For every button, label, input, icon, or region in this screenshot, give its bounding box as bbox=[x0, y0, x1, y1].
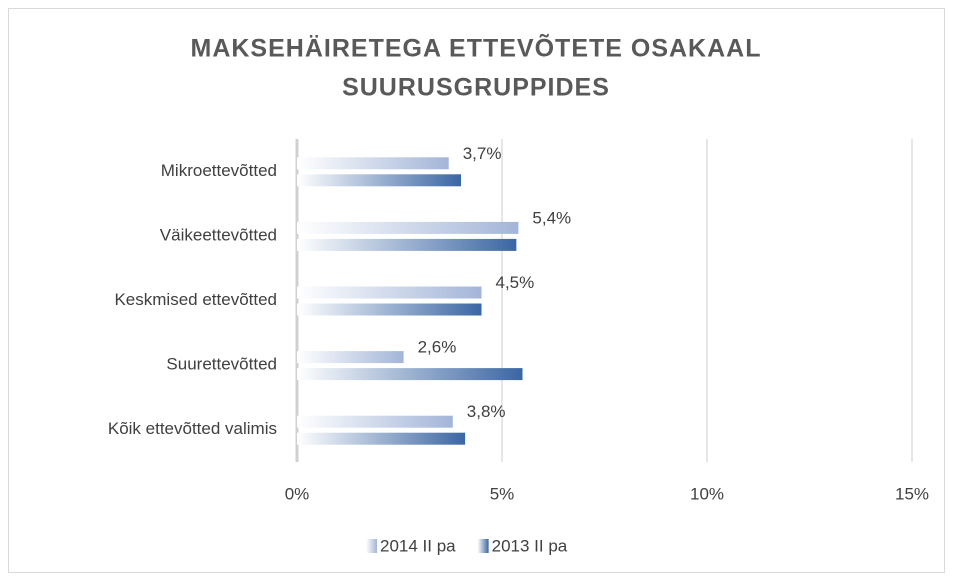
chart-title: SUURUSGRUPPIDES bbox=[342, 74, 610, 102]
chart-title: MAKSEHÄIRETEGA ETTEVÕTETE OSAKAAL bbox=[191, 33, 762, 63]
bar bbox=[297, 351, 404, 364]
data-label: 2,6% bbox=[418, 338, 457, 357]
x-tick-label: 10% bbox=[690, 484, 724, 503]
bar bbox=[297, 238, 517, 251]
y-tick-label: Keskmised ettevõtted bbox=[114, 290, 277, 309]
x-tick-label: 15% bbox=[895, 484, 929, 503]
legend-swatch bbox=[477, 539, 489, 553]
x-tick-label: 5% bbox=[490, 484, 515, 503]
data-label: 4,5% bbox=[496, 273, 535, 292]
bar bbox=[297, 286, 482, 299]
legend-swatch bbox=[366, 539, 377, 553]
data-label: 5,4% bbox=[532, 208, 571, 227]
y-tick-label: Suurettevõtted bbox=[166, 355, 277, 374]
y-tick-label: Mikroettevõtted bbox=[161, 161, 277, 180]
y-tick-label: Väikeettevõtted bbox=[160, 225, 277, 244]
bar bbox=[297, 157, 449, 170]
bar bbox=[297, 415, 453, 428]
bar bbox=[297, 221, 519, 234]
x-tick-label: 0% bbox=[285, 484, 310, 503]
data-label: 3,8% bbox=[467, 402, 506, 421]
y-tick-label: Kõik ettevõtted valimis bbox=[108, 419, 277, 438]
bar bbox=[297, 368, 523, 381]
data-label: 3,7% bbox=[463, 144, 502, 163]
bar bbox=[297, 174, 461, 187]
legend-label: 2014 II pa bbox=[380, 536, 456, 555]
bar bbox=[297, 303, 482, 316]
bar bbox=[297, 432, 466, 445]
legend-label: 2013 II pa bbox=[492, 536, 568, 555]
